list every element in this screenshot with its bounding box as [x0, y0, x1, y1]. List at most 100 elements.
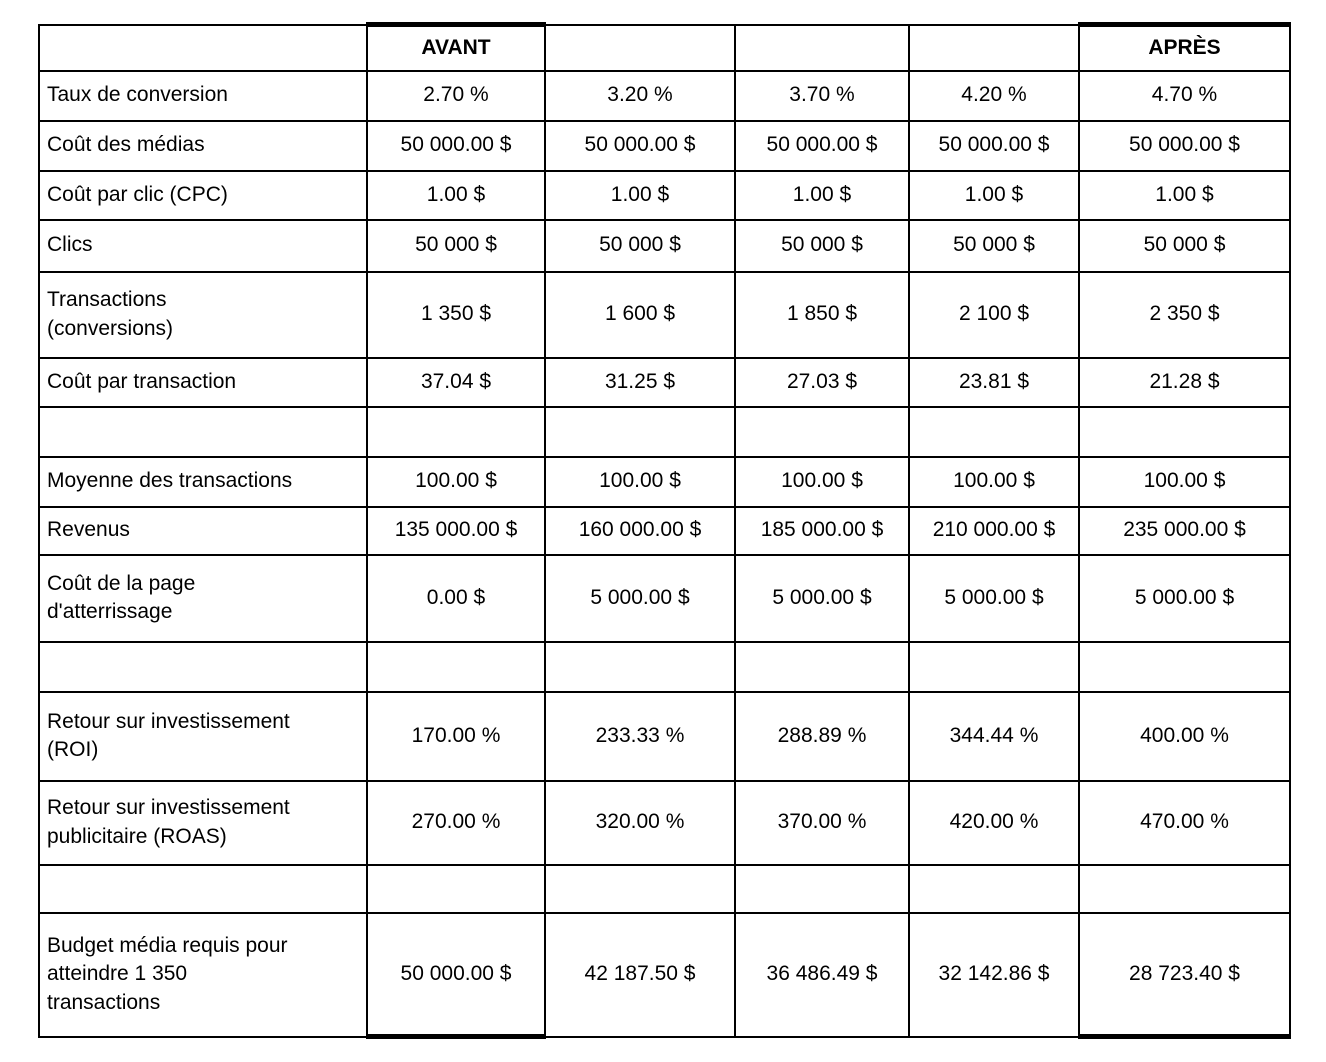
cell: 4.20 % — [908, 69, 1080, 122]
header-mid-1 — [544, 23, 736, 72]
cell: 5 000.00 $ — [544, 553, 736, 643]
cell: 50 000 $ — [734, 218, 910, 273]
cell: 370.00 % — [734, 779, 910, 866]
cell-avant: 0.00 $ — [366, 553, 546, 643]
cell-apres: 5 000.00 $ — [1078, 553, 1291, 643]
table-row-revenus: Revenus 135 000.00 $ 160 000.00 $ 185 00… — [38, 505, 1291, 556]
cell — [908, 405, 1080, 458]
cell — [544, 405, 736, 458]
cell-apres: 470.00 % — [1078, 779, 1291, 866]
header-mid-2 — [734, 23, 910, 72]
cell: 31.25 $ — [544, 356, 736, 408]
row-label: Coût par clic (CPC) — [38, 169, 368, 221]
row-label: Clics — [38, 218, 368, 273]
table-row-spacer — [38, 405, 1291, 458]
cell-avant: 50 000.00 $ — [366, 911, 546, 1039]
cell-avant: 100.00 $ — [366, 455, 546, 508]
cell: 1.00 $ — [544, 169, 736, 221]
cell: 100.00 $ — [544, 455, 736, 508]
cell: 320.00 % — [544, 779, 736, 866]
cell: 3.70 % — [734, 69, 910, 122]
row-label: Budget média requis pour atteindre 1 350… — [38, 911, 368, 1038]
cell-avant — [366, 863, 546, 914]
cell: 3.20 % — [544, 69, 736, 122]
cell: 50 000 $ — [908, 218, 1080, 273]
row-label — [38, 405, 368, 458]
cell-apres: 21.28 $ — [1078, 356, 1291, 408]
header-apres: APRÈS — [1078, 22, 1291, 72]
cell: 50 000.00 $ — [544, 119, 736, 172]
cell: 42 187.50 $ — [544, 911, 736, 1038]
cell — [908, 863, 1080, 914]
table-row-cout-par-transaction: Coût par transaction 37.04 $ 31.25 $ 27.… — [38, 356, 1291, 408]
cell: 185 000.00 $ — [734, 505, 910, 556]
cell-avant: 270.00 % — [366, 779, 546, 866]
cell — [734, 640, 910, 693]
cell-apres: 50 000.00 $ — [1078, 119, 1291, 172]
cell — [544, 640, 736, 693]
header-avant: AVANT — [366, 22, 546, 72]
cell-avant: 170.00 % — [366, 690, 546, 782]
cell-apres: 100.00 $ — [1078, 455, 1291, 508]
cell: 420.00 % — [908, 779, 1080, 866]
table-row-taux-conversion: Taux de conversion 2.70 % 3.20 % 3.70 % … — [38, 69, 1291, 122]
table-row-transactions: Transactions (conversions) 1 350 $ 1 600… — [38, 270, 1291, 359]
header-mid-3 — [908, 23, 1080, 72]
table-row-roi: Retour sur investissement (ROI) 170.00 %… — [38, 690, 1291, 782]
row-label — [38, 640, 368, 693]
row-label: Revenus — [38, 505, 368, 556]
cell-apres — [1078, 863, 1291, 914]
cell-avant: 50 000 $ — [366, 218, 546, 273]
cell — [544, 863, 736, 914]
row-label: Coût par transaction — [38, 356, 368, 408]
table-row-spacer — [38, 863, 1291, 914]
cell-apres: 50 000 $ — [1078, 218, 1291, 273]
header-row: AVANT APRÈS — [38, 22, 1291, 72]
cell: 27.03 $ — [734, 356, 910, 408]
cell: 288.89 % — [734, 690, 910, 782]
cell: 100.00 $ — [908, 455, 1080, 508]
row-label: Moyenne des transactions — [38, 455, 368, 508]
table-row-clics: Clics 50 000 $ 50 000 $ 50 000 $ 50 000 … — [38, 218, 1291, 273]
cell: 36 486.49 $ — [734, 911, 910, 1038]
cell: 2 100 $ — [908, 270, 1080, 359]
cell-apres: 4.70 % — [1078, 69, 1291, 122]
row-label: Taux de conversion — [38, 69, 368, 122]
table-row-roas: Retour sur investissement publicitaire (… — [38, 779, 1291, 866]
header-label-cell — [38, 23, 368, 72]
cell: 160 000.00 $ — [544, 505, 736, 556]
cell: 233.33 % — [544, 690, 736, 782]
row-label — [38, 863, 368, 914]
table-row-cpc: Coût par clic (CPC) 1.00 $ 1.00 $ 1.00 $… — [38, 169, 1291, 221]
row-label: Retour sur investissement (ROI) — [38, 690, 368, 782]
cell: 1.00 $ — [734, 169, 910, 221]
cell: 344.44 % — [908, 690, 1080, 782]
cell-avant: 37.04 $ — [366, 356, 546, 408]
cell-avant: 1.00 $ — [366, 169, 546, 221]
cell-avant: 1 350 $ — [366, 270, 546, 359]
cell-apres: 2 350 $ — [1078, 270, 1291, 359]
table-row-budget-requis: Budget média requis pour atteindre 1 350… — [38, 911, 1291, 1039]
table-row-moyenne-transactions: Moyenne des transactions 100.00 $ 100.00… — [38, 455, 1291, 508]
cell-apres — [1078, 405, 1291, 458]
cell: 1 850 $ — [734, 270, 910, 359]
cell-apres: 400.00 % — [1078, 690, 1291, 782]
cell-apres: 1.00 $ — [1078, 169, 1291, 221]
cell: 100.00 $ — [734, 455, 910, 508]
comparison-table: AVANT APRÈS Taux de conversion 2.70 % 3.… — [38, 22, 1291, 1039]
cell: 50 000.00 $ — [908, 119, 1080, 172]
cell-avant: 2.70 % — [366, 69, 546, 122]
cell: 1 600 $ — [544, 270, 736, 359]
cell — [734, 405, 910, 458]
cell-avant: 135 000.00 $ — [366, 505, 546, 556]
cell: 1.00 $ — [908, 169, 1080, 221]
cell — [908, 640, 1080, 693]
cell-apres — [1078, 640, 1291, 693]
cell-avant — [366, 405, 546, 458]
cell — [734, 863, 910, 914]
cell: 50 000 $ — [544, 218, 736, 273]
cell-avant: 50 000.00 $ — [366, 119, 546, 172]
cell-apres: 235 000.00 $ — [1078, 505, 1291, 556]
table-row-spacer — [38, 640, 1291, 693]
cell-avant — [366, 640, 546, 693]
